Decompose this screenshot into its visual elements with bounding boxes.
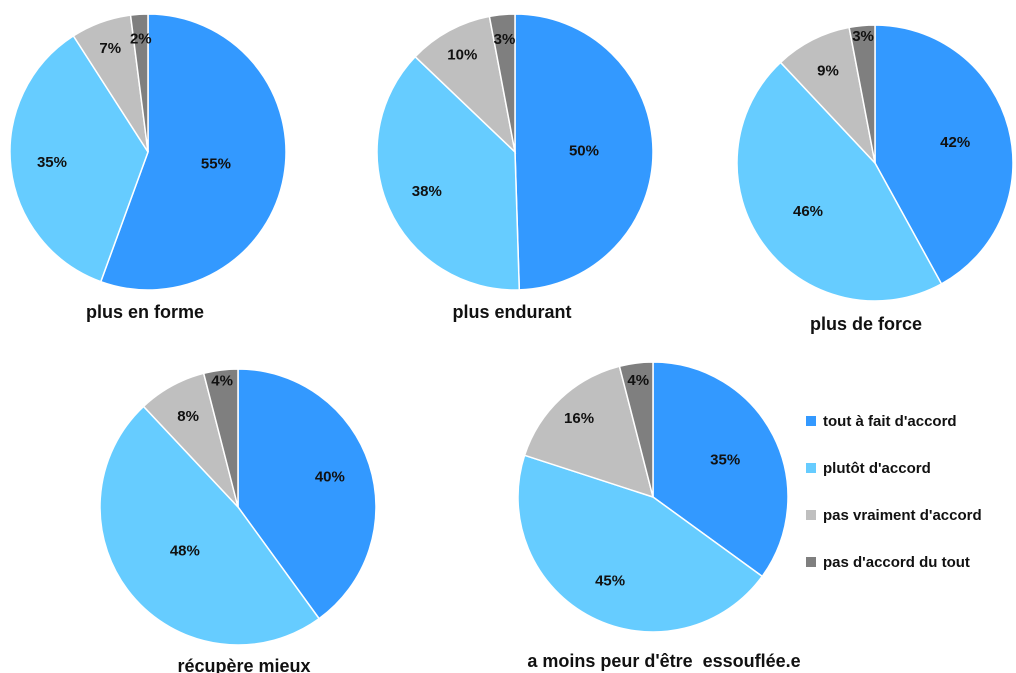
slice-label: 46% bbox=[793, 203, 823, 220]
pie-slice bbox=[514, 13, 654, 291]
slice-label: 2% bbox=[130, 31, 152, 48]
slice-label: 42% bbox=[940, 134, 970, 151]
pie-slice bbox=[848, 24, 876, 164]
legend-swatch bbox=[806, 416, 816, 426]
slice-label: 40% bbox=[315, 469, 345, 486]
pie-slice bbox=[414, 15, 517, 155]
slice-label: 48% bbox=[170, 542, 200, 559]
chart-title: a moins peur d'être essouflée.e bbox=[527, 651, 800, 671]
pie-slice bbox=[736, 61, 943, 302]
pie-chart: 55% 35% 7% 2% plus en forme bbox=[9, 13, 287, 322]
slice-label: 50% bbox=[569, 142, 599, 159]
legend-item: pas d'accord du tout bbox=[806, 553, 982, 571]
slice-label: 7% bbox=[99, 40, 121, 57]
pie-slice bbox=[652, 361, 789, 578]
chart-title: plus de force bbox=[810, 314, 922, 334]
legend-label: pas vraiment d'accord bbox=[823, 506, 982, 524]
pie-slice bbox=[517, 454, 764, 633]
slice-label: 55% bbox=[201, 155, 231, 172]
slice-label: 10% bbox=[447, 46, 477, 63]
legend-item: pas vraiment d'accord bbox=[806, 506, 982, 524]
legend-swatch bbox=[806, 557, 816, 567]
slice-label: 16% bbox=[564, 410, 594, 427]
legend-item: tout à fait d'accord bbox=[806, 412, 982, 430]
chart-title: récupère mieux bbox=[177, 656, 310, 673]
pie-slice bbox=[237, 368, 377, 620]
pie-slice bbox=[129, 13, 149, 153]
legend-swatch bbox=[806, 463, 816, 473]
legend-swatch bbox=[806, 510, 816, 520]
legend-label: pas d'accord du tout bbox=[823, 553, 970, 571]
pie-slice bbox=[376, 55, 521, 291]
slice-label: 3% bbox=[494, 31, 516, 48]
pie-slice bbox=[99, 405, 321, 646]
slice-label: 4% bbox=[627, 372, 649, 389]
pie-chart: 40% 48% 8% 4% récupère mieux bbox=[99, 368, 377, 673]
slice-label: 35% bbox=[37, 154, 67, 171]
legend-label: tout à fait d'accord bbox=[823, 412, 957, 430]
pie-chart: 42% 46% 9% 3% plus de force bbox=[736, 24, 1014, 334]
pie-chart: 50% 38% 10% 3% plus endurant bbox=[376, 13, 654, 322]
legend-item: plutôt d'accord bbox=[806, 459, 982, 477]
pie-slice bbox=[202, 368, 239, 508]
legend-label: plutôt d'accord bbox=[823, 459, 931, 477]
slice-label: 38% bbox=[412, 183, 442, 200]
pie-slice bbox=[618, 361, 654, 498]
pie-slice bbox=[874, 24, 1014, 285]
slice-label: 35% bbox=[710, 452, 740, 469]
pie-slice bbox=[523, 365, 655, 499]
chart-title: plus en forme bbox=[86, 302, 204, 322]
chart-title: plus endurant bbox=[452, 302, 571, 322]
slice-label: 4% bbox=[211, 373, 233, 390]
pie-slice bbox=[488, 13, 516, 153]
pie-slice bbox=[9, 34, 149, 283]
slice-label: 9% bbox=[817, 62, 839, 79]
legend: tout à fait d'accord plutôt d'accord pas… bbox=[806, 412, 982, 600]
slice-label: 45% bbox=[595, 573, 625, 590]
slice-label: 3% bbox=[852, 28, 874, 45]
pie-slice bbox=[99, 13, 287, 291]
pie-chart: 35% 45% 16% 4% a moins peur d'être essouflée… bbox=[517, 361, 801, 671]
slice-label: 8% bbox=[177, 408, 199, 425]
